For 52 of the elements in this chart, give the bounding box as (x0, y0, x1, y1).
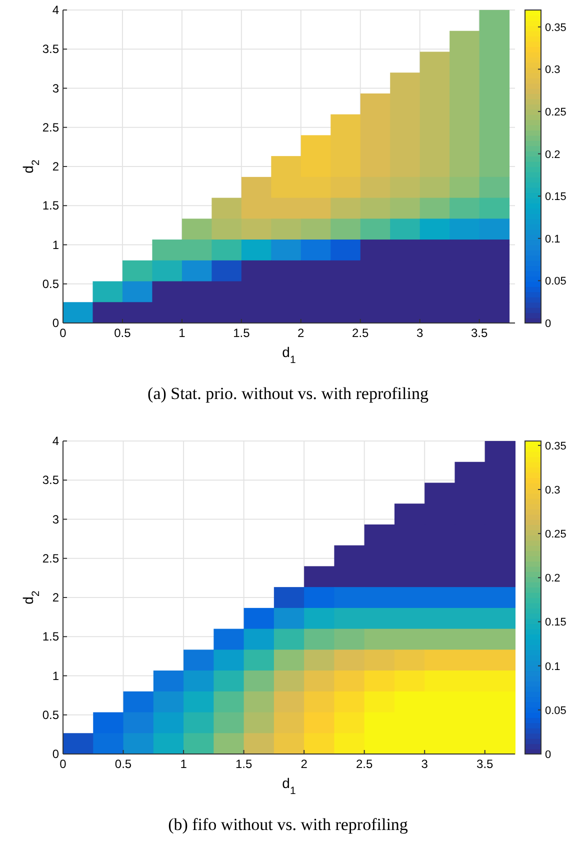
color-bar-label: 0.15 (545, 191, 566, 204)
color-bar-label: 0.3 (545, 64, 560, 76)
y-tick-label: 2 (52, 590, 60, 604)
color-bar-label: 0.05 (545, 704, 566, 717)
color-bar-label: 0.05 (545, 276, 566, 288)
x-tick-label: 2.5 (356, 757, 373, 771)
color-bar-label: 0.35 (545, 440, 566, 452)
x-tick-label: 2.5 (352, 326, 370, 340)
y-tick-label: 1 (52, 238, 60, 252)
y-tick-label: 0.5 (42, 276, 60, 291)
y-tick-label: 4 (52, 3, 60, 17)
color-bar-label: 0.2 (545, 572, 560, 585)
color-bar-label: 0.1 (545, 660, 560, 673)
color-bar-label: 0.2 (545, 148, 560, 161)
y-tick-label: 1 (52, 668, 60, 683)
y-tick-label: 3 (52, 81, 60, 96)
y-tick-label: 2.5 (42, 120, 60, 134)
color-bar-label: 0.15 (545, 616, 566, 629)
color-bar-label: 0.1 (545, 233, 560, 246)
y-tick-label: 3.5 (42, 42, 60, 56)
y-tick-label: 3 (52, 512, 60, 526)
x-tick-label: 3 (421, 757, 428, 771)
y-tick-label: 0 (52, 316, 60, 330)
y-tick-label: 2 (52, 160, 60, 174)
color-bar-label: 0.25 (545, 106, 566, 119)
text: (a) Stat. prio. without vs. with reprofiling (148, 384, 429, 403)
text: (b) fifo without vs. with reprofiling (168, 815, 408, 834)
x-tick-label: 2 (300, 757, 308, 771)
x-axis-title: d$_{1}$ (282, 775, 296, 797)
y-tick-label: 1.5 (42, 630, 60, 644)
y-tick-label: 4 (52, 434, 60, 448)
x-tick-label: 1 (178, 326, 186, 340)
x-tick-label: 0.5 (114, 757, 132, 771)
x-tick-label: 1.5 (233, 326, 250, 340)
color-bar-label: 0 (545, 749, 552, 761)
y-tick-label: 3.5 (42, 473, 60, 488)
y-tick-label: 0 (52, 747, 60, 761)
x-tick-label: 2 (298, 326, 305, 340)
color-bar-label: 0.35 (545, 22, 566, 34)
x-tick-label: 3 (416, 326, 424, 340)
x-tick-label: 1.5 (235, 757, 252, 771)
x-axis-title: d$_{1}$ (282, 344, 296, 366)
x-tick-label: 3.5 (470, 326, 488, 340)
color-bar-label: 0.3 (545, 484, 560, 496)
color-bar-label: 0.25 (545, 528, 566, 541)
x-tick-label: 1 (180, 757, 188, 771)
x-tick-label: 3.5 (476, 757, 494, 771)
y-tick-label: 1.5 (42, 198, 60, 213)
y-tick-label: 0.5 (42, 708, 60, 722)
color-bar-label: 0 (545, 318, 552, 330)
x-tick-label: 0.5 (114, 326, 132, 340)
y-tick-label: 2.5 (42, 551, 60, 566)
